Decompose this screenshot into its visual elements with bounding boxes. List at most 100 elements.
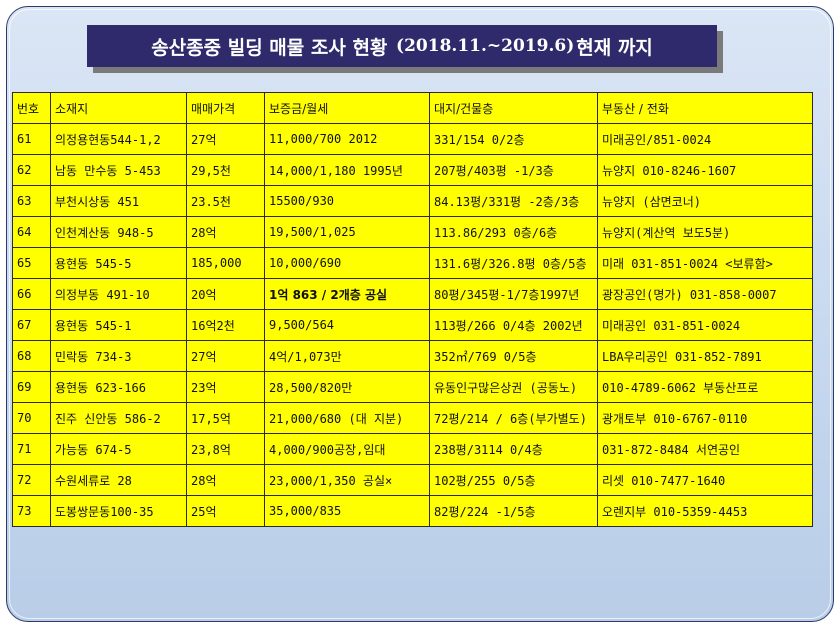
cell-price: 20억 <box>186 278 265 310</box>
cell-deposit-rent: 1억 863 / 2개층 공실 <box>264 278 430 310</box>
slide-title: 송산종중 빌딩 매물 조사 현황 (2018.11.~2019.6) 현재 까지 <box>87 25 717 67</box>
table-row: 72 수원세류로 28 28억 23,000/1,350 공실× 102평/255 0/… <box>12 464 813 496</box>
header-deposit-rent: 보증금/월세 <box>264 92 430 124</box>
cell-deposit-rent: 19,500/1,025 <box>264 216 430 248</box>
cell-price: 25억 <box>186 495 265 527</box>
cell-price: 27억 <box>186 123 265 155</box>
table-row: 62 남동 만수동 5-453 29,5천 14,000/1,180 1995년 207… <box>12 154 813 186</box>
table-row: 67 용현동 545-1 16억2천 9,500/564 113평/266 0/4층 2… <box>12 309 813 341</box>
cell-land-floors: 113평/266 0/4층 2002년 <box>429 309 598 341</box>
cell-agency-phone: 010-4789-6062 부동산프로 <box>597 371 813 403</box>
cell-deposit-rent: 10,000/690 <box>264 247 430 279</box>
cell-number: 64 <box>12 216 51 248</box>
cell-number: 73 <box>12 495 51 527</box>
cell-agency-phone: 리셋 010-7477-1640 <box>597 464 813 496</box>
cell-number: 61 <box>12 123 51 155</box>
cell-location: 진주 신안동 586-2 <box>50 402 187 434</box>
cell-location: 가능동 674-5 <box>50 433 187 465</box>
cell-number: 69 <box>12 371 51 403</box>
cell-land-floors: 207평/403평 -1/3층 <box>429 154 598 186</box>
table-row: 68 민락동 734-3 27억 4억/1,073만 352㎡/769 0/5층 LBA우… <box>12 340 813 372</box>
cell-location: 민락동 734-3 <box>50 340 187 372</box>
cell-number: 71 <box>12 433 51 465</box>
cell-number: 70 <box>12 402 51 434</box>
header-price: 매매가격 <box>186 92 265 124</box>
cell-agency-phone: 광개토부 010-6767-0110 <box>597 402 813 434</box>
cell-number: 62 <box>12 154 51 186</box>
cell-land-floors: 113.86/293 0층/6층 <box>429 216 598 248</box>
cell-land-floors: 82평/224 -1/5층 <box>429 495 598 527</box>
cell-deposit-rent: 4,000/900공장,임대 <box>264 433 430 465</box>
header-number: 번호 <box>12 92 51 124</box>
cell-price: 28억 <box>186 464 265 496</box>
cell-land-floors: 84.13평/331평 -2층/3층 <box>429 185 598 217</box>
title-suffix: 현재 까지 <box>576 36 653 59</box>
cell-number: 68 <box>12 340 51 372</box>
header-land-floors: 대지/건물층 <box>429 92 598 124</box>
cell-location: 부천시상동 451 <box>50 185 187 217</box>
cell-land-floors: 80평/345평-1/7층1997년 <box>429 278 598 310</box>
cell-location: 용현동 623-166 <box>50 371 187 403</box>
cell-location: 수원세류로 28 <box>50 464 187 496</box>
cell-agency-phone: 오렌지부 010-5359-4453 <box>597 495 813 527</box>
cell-location: 용현동 545-5 <box>50 247 187 279</box>
cell-deposit-rent: 11,000/700 2012 <box>264 123 430 155</box>
cell-location: 용현동 545-1 <box>50 309 187 341</box>
cell-land-floors: 72평/214 / 6층(부가별도) <box>429 402 598 434</box>
cell-price: 23,8억 <box>186 433 265 465</box>
cell-agency-phone: 뉴양지 (삼면코너) <box>597 185 813 217</box>
cell-agency-phone: 미래 031-851-0024 <보류함> <box>597 247 813 279</box>
cell-location: 남동 만수동 5-453 <box>50 154 187 186</box>
cell-price: 185,000 <box>186 247 265 279</box>
table-row: 70 진주 신안동 586-2 17,5억 21,000/680 (대 지분) 72평/… <box>12 402 813 434</box>
table-header-row: 번호 소재지 매매가격 보증금/월세 대지/건물층 부동산 / 전화 <box>12 92 813 124</box>
cell-deposit-rent: 15500/930 <box>264 185 430 217</box>
table-row: 63 부천시상동 451 23.5천 15500/930 84.13평/331평 -2층… <box>12 185 813 217</box>
cell-price: 23억 <box>186 371 265 403</box>
cell-agency-phone: 뉴양지(계산역 보도5분) <box>597 216 813 248</box>
cell-deposit-rent: 9,500/564 <box>264 309 430 341</box>
table-body: 61 의정용현동544-1,2 27억 11,000/700 2012 331/154 … <box>12 123 813 527</box>
title-prefix: 송산종중 빌딩 매물 조사 현황 <box>151 36 388 59</box>
cell-location: 인천계산동 948-5 <box>50 216 187 248</box>
cell-number: 63 <box>12 185 51 217</box>
cell-deposit-rent: 23,000/1,350 공실× <box>264 464 430 496</box>
cell-price: 23.5천 <box>186 185 265 217</box>
title-date-range: (2018.11.~2019.6) <box>396 36 575 56</box>
header-agency-phone: 부동산 / 전화 <box>597 92 813 124</box>
cell-price: 28억 <box>186 216 265 248</box>
cell-deposit-rent: 35,000/835 <box>264 495 430 527</box>
header-location: 소재지 <box>50 92 187 124</box>
cell-deposit-rent: 21,000/680 (대 지분) <box>264 402 430 434</box>
cell-land-floors: 유동인구많은상권 (공동노) <box>429 371 598 403</box>
table-row: 64 인천계산동 948-5 28억 19,500/1,025 113.86/293 0… <box>12 216 813 248</box>
cell-price: 16억2천 <box>186 309 265 341</box>
cell-price: 29,5천 <box>186 154 265 186</box>
table-row: 73 도봉쌍문동100-35 25억 35,000/835 82평/224 -1/5층 오… <box>12 495 813 527</box>
cell-number: 65 <box>12 247 51 279</box>
cell-price: 17,5억 <box>186 402 265 434</box>
cell-deposit-rent: 14,000/1,180 1995년 <box>264 154 430 186</box>
cell-land-floors: 352㎡/769 0/5층 <box>429 340 598 372</box>
cell-location: 의정부동 491-10 <box>50 278 187 310</box>
cell-location: 도봉쌍문동100-35 <box>50 495 187 527</box>
cell-agency-phone: LBA우리공인 031-852-7891 <box>597 340 813 372</box>
cell-number: 72 <box>12 464 51 496</box>
cell-number: 66 <box>12 278 51 310</box>
cell-land-floors: 102평/255 0/5층 <box>429 464 598 496</box>
table-row: 69 용현동 623-166 23억 28,500/820만 유동인구많은상권 (공동노… <box>12 371 813 403</box>
cell-land-floors: 238평/3114 0/4층 <box>429 433 598 465</box>
cell-number: 67 <box>12 309 51 341</box>
table-row: 71 가능동 674-5 23,8억 4,000/900공장,임대 238평/3114 … <box>12 433 813 465</box>
table-row: 65 용현동 545-5 185,000 10,000/690 131.6평/326.8… <box>12 247 813 279</box>
cell-price: 27억 <box>186 340 265 372</box>
cell-agency-phone: 광장공인(명가) 031-858-0007 <box>597 278 813 310</box>
cell-deposit-rent: 4억/1,073만 <box>264 340 430 372</box>
cell-deposit-rent: 28,500/820만 <box>264 371 430 403</box>
cell-agency-phone: 미래공인 031-851-0024 <box>597 309 813 341</box>
cell-location: 의정용현동544-1,2 <box>50 123 187 155</box>
listings-table: 번호 소재지 매매가격 보증금/월세 대지/건물층 부동산 / 전화 61 의정용… <box>12 92 813 527</box>
table-row: 61 의정용현동544-1,2 27억 11,000/700 2012 331/154 … <box>12 123 813 155</box>
cell-land-floors: 131.6평/326.8평 0층/5층 <box>429 247 598 279</box>
cell-land-floors: 331/154 0/2층 <box>429 123 598 155</box>
